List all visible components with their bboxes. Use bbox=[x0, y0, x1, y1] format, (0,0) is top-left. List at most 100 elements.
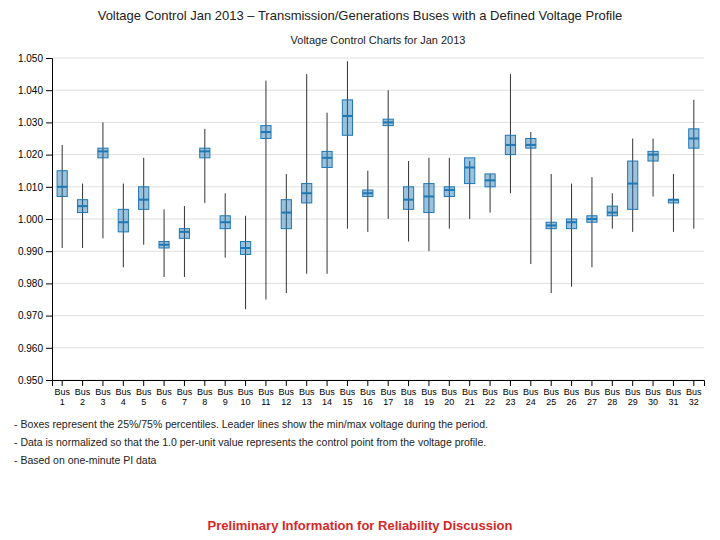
x-tick-mark bbox=[693, 380, 694, 386]
x-tick: Bus12 bbox=[279, 380, 295, 407]
x-tick-mark bbox=[62, 380, 63, 386]
y-tick-mark bbox=[46, 58, 52, 59]
grid-line bbox=[52, 251, 704, 252]
x-tick-mark bbox=[286, 380, 287, 386]
x-tick: Bus24 bbox=[523, 380, 539, 407]
x-tick-label: Bus23 bbox=[503, 387, 519, 407]
y-tick-label: 1.040 bbox=[18, 85, 43, 96]
x-tick-mark bbox=[469, 380, 470, 386]
box bbox=[668, 174, 678, 232]
x-tick-mark bbox=[225, 380, 226, 386]
median bbox=[342, 115, 352, 117]
x-tick-label: Bus14 bbox=[319, 387, 335, 407]
box-body bbox=[77, 200, 87, 213]
x-tick-label: Bus16 bbox=[360, 387, 376, 407]
box bbox=[118, 184, 128, 268]
x-tick-mark bbox=[653, 380, 654, 386]
x-tick: Bus21 bbox=[462, 380, 478, 407]
median bbox=[485, 179, 495, 181]
box bbox=[220, 193, 230, 257]
x-axis: Bus1Bus2Bus3Bus4Bus5Bus6Bus7Bus8Bus9Bus1… bbox=[53, 380, 705, 407]
x-tick: Bus11 bbox=[258, 380, 274, 407]
box bbox=[57, 145, 67, 248]
grid-line bbox=[52, 58, 704, 59]
median bbox=[179, 231, 189, 233]
box-body bbox=[57, 171, 67, 197]
y-tick-label: 1.030 bbox=[18, 117, 43, 128]
x-tick-label: Bus31 bbox=[666, 387, 682, 407]
box-body bbox=[118, 209, 128, 232]
x-tick: Bus32 bbox=[686, 380, 702, 407]
box bbox=[302, 74, 312, 274]
x-tick: Bus9 bbox=[217, 380, 233, 407]
box-body bbox=[240, 242, 250, 255]
median bbox=[607, 212, 617, 214]
whisker bbox=[551, 174, 552, 293]
whisker bbox=[327, 113, 328, 274]
median bbox=[57, 186, 67, 188]
x-tick-label: Bus17 bbox=[380, 387, 396, 407]
x-tick: Bus10 bbox=[238, 380, 254, 407]
x-tick: Bus28 bbox=[605, 380, 621, 407]
median bbox=[159, 244, 169, 246]
x-tick-mark bbox=[408, 380, 409, 386]
box bbox=[342, 61, 352, 228]
x-tick-label: Bus20 bbox=[442, 387, 458, 407]
y-tick-mark bbox=[46, 251, 52, 252]
x-tick-mark bbox=[347, 380, 348, 386]
y-tick-label: 0.970 bbox=[18, 310, 43, 321]
x-tick-mark bbox=[632, 380, 633, 386]
grid-line bbox=[52, 90, 704, 91]
box bbox=[159, 209, 169, 277]
box bbox=[546, 174, 556, 293]
box bbox=[526, 132, 536, 264]
x-tick-label: Bus29 bbox=[625, 387, 641, 407]
x-tick-mark bbox=[388, 380, 389, 386]
y-tick: 0.990 bbox=[18, 246, 52, 257]
whisker bbox=[184, 206, 185, 277]
x-tick: Bus22 bbox=[482, 380, 498, 407]
x-tick: Bus17 bbox=[380, 380, 396, 407]
y-tick-label: 1.010 bbox=[18, 182, 43, 193]
median bbox=[118, 221, 128, 223]
median bbox=[689, 138, 699, 140]
y-tick-label: 1.000 bbox=[18, 214, 43, 225]
x-tick-label: Bus24 bbox=[523, 387, 539, 407]
median bbox=[200, 150, 210, 152]
median bbox=[220, 221, 230, 223]
whisker bbox=[510, 74, 511, 193]
box-body bbox=[179, 229, 189, 239]
x-tick-mark bbox=[327, 380, 328, 386]
y-axis-line bbox=[46, 59, 53, 381]
x-tick: Bus26 bbox=[564, 380, 580, 407]
y-tick-mark bbox=[46, 155, 52, 156]
x-tick-label: Bus13 bbox=[299, 387, 315, 407]
x-tick-mark bbox=[102, 380, 103, 386]
x-tick-mark bbox=[143, 380, 144, 386]
box-body bbox=[689, 129, 699, 148]
x-tick: Bus16 bbox=[360, 380, 376, 407]
y-tick-mark bbox=[46, 316, 52, 317]
x-tick-mark bbox=[184, 380, 185, 386]
y-tick-mark bbox=[46, 187, 52, 188]
x-tick: Bus30 bbox=[645, 380, 661, 407]
y-tick-mark bbox=[46, 219, 52, 220]
x-tick-mark bbox=[673, 380, 674, 386]
grid-line bbox=[52, 154, 704, 155]
x-tick-mark bbox=[245, 380, 246, 386]
x-tick: Bus3 bbox=[95, 380, 111, 407]
x-tick-label: Bus6 bbox=[156, 387, 172, 407]
median bbox=[526, 144, 536, 146]
x-tick-label: Bus12 bbox=[279, 387, 295, 407]
y-tick: 0.980 bbox=[18, 278, 52, 289]
x-tick: Bus2 bbox=[75, 380, 91, 407]
box-body bbox=[444, 187, 454, 197]
y-tick-label: 0.980 bbox=[18, 278, 43, 289]
x-tick-label: Bus5 bbox=[136, 387, 152, 407]
x-tick-mark bbox=[164, 380, 165, 386]
box-body bbox=[383, 119, 393, 125]
whisker bbox=[286, 174, 287, 293]
y-tick-label: 1.020 bbox=[18, 149, 43, 160]
box-body bbox=[302, 184, 312, 203]
x-tick-label: Bus15 bbox=[340, 387, 356, 407]
